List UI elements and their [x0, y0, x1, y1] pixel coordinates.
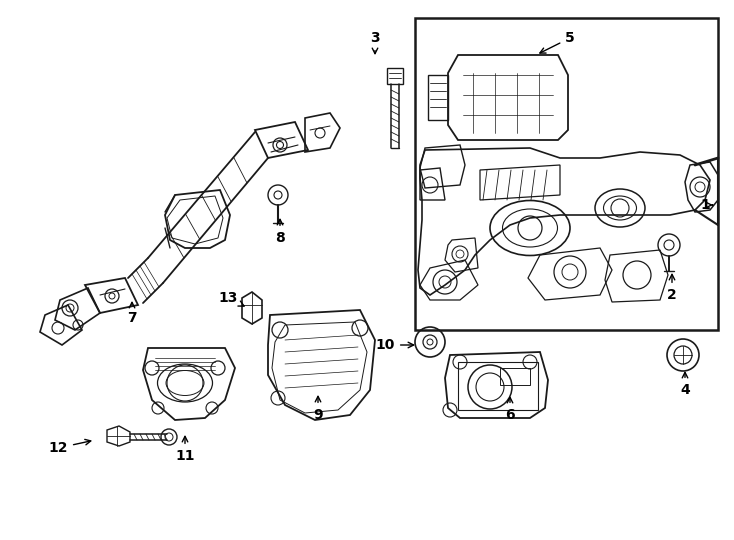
Text: 9: 9	[313, 396, 323, 422]
Text: 3: 3	[370, 31, 379, 53]
Text: 13: 13	[218, 291, 244, 306]
Text: 7: 7	[127, 302, 137, 325]
Text: 1: 1	[700, 198, 713, 212]
Text: 2: 2	[667, 274, 677, 302]
Text: 12: 12	[48, 440, 91, 455]
Text: 8: 8	[275, 219, 285, 245]
Text: 11: 11	[175, 436, 195, 463]
Text: 6: 6	[505, 397, 515, 422]
Text: 4: 4	[680, 373, 690, 397]
Text: 10: 10	[376, 338, 414, 352]
Text: 5: 5	[540, 31, 575, 53]
